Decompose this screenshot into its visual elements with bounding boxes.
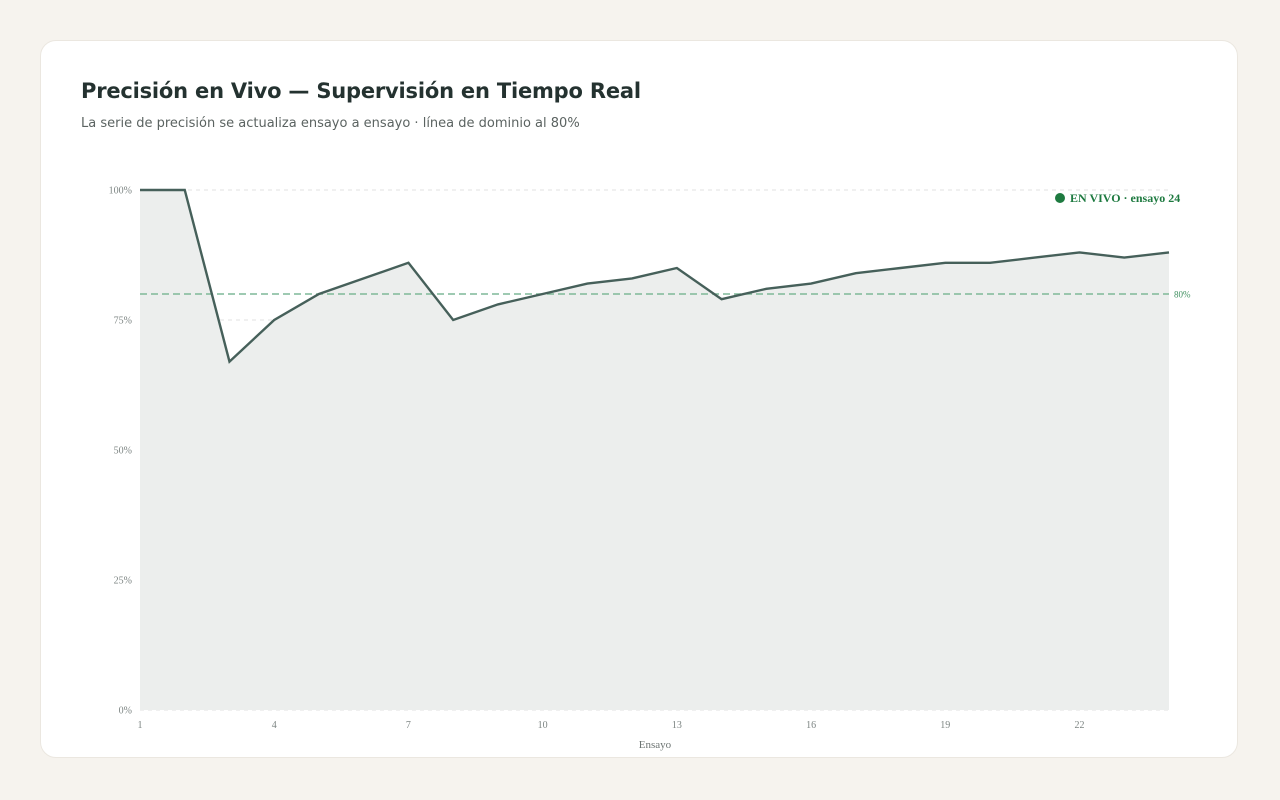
x-tick-label: 4	[272, 720, 277, 731]
x-axis-ticks: 1 4 7 10 13 16 19 22	[138, 720, 1085, 731]
x-tick-label: 1	[138, 720, 143, 731]
accuracy-line	[140, 188, 1170, 364]
page-subtitle: La serie de precisión se actualiza ensay…	[81, 116, 580, 131]
x-tick-label: 19	[940, 720, 950, 731]
accuracy-area	[140, 190, 1169, 710]
y-tick-label: 75%	[114, 316, 132, 327]
live-badge-text: EN VIVO · ensayo 24	[1070, 191, 1180, 205]
mastery-reference: 80%	[140, 290, 1191, 300]
x-tick-label: 7	[406, 720, 411, 731]
y-tick-label: 50%	[114, 446, 132, 457]
x-tick-label: 10	[538, 720, 548, 731]
y-tick-label: 100%	[109, 186, 132, 197]
reference-line-label: 80%	[1174, 290, 1191, 300]
x-axis-title: Ensayo	[639, 739, 672, 751]
live-badge: EN VIVO · ensayo 24	[1055, 191, 1180, 205]
y-axis-ticks: 0% 25% 50% 75% 100%	[109, 186, 132, 717]
x-tick-label: 16	[806, 720, 816, 731]
x-tick-label: 13	[672, 720, 682, 731]
page-title: Precisión en Vivo — Supervisión en Tiemp…	[81, 79, 641, 103]
x-tick-label: 22	[1075, 720, 1085, 731]
y-tick-label: 25%	[114, 576, 132, 587]
y-tick-label: 0%	[119, 706, 132, 717]
live-indicator-icon	[1055, 193, 1065, 203]
